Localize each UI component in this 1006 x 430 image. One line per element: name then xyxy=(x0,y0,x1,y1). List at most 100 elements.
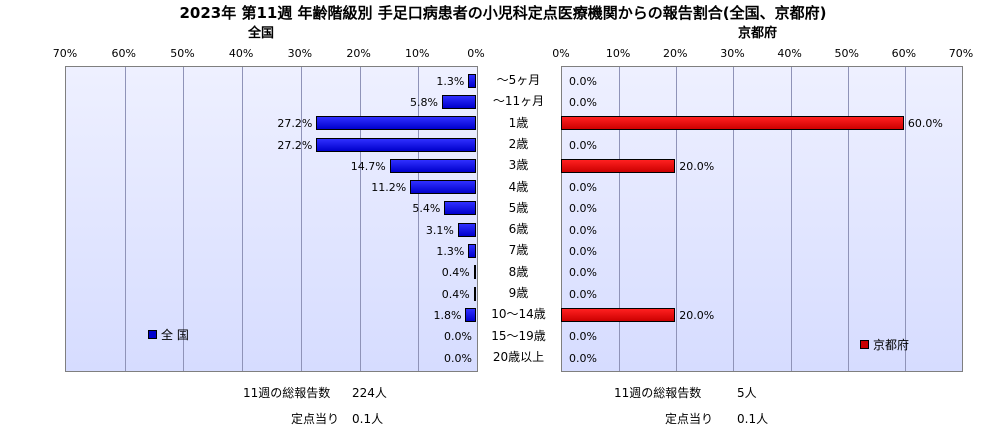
left-value-label: 0.0% xyxy=(444,330,472,344)
category-label: 1歳 xyxy=(508,115,529,130)
left-value-label: 0.4% xyxy=(441,287,470,301)
right-tick-label: 60% xyxy=(891,47,917,60)
left-gridline xyxy=(300,67,302,371)
right-panel-title: 京都府 xyxy=(738,26,778,41)
left-legend: 全 国 xyxy=(148,326,189,343)
right-value-label: 0.0% xyxy=(569,181,597,195)
right-bar xyxy=(561,158,676,173)
right-bar xyxy=(561,116,904,131)
left-bar xyxy=(316,137,476,152)
legend-label-kyoto: 京都府 xyxy=(873,338,910,352)
right-tick-label: 70% xyxy=(948,47,974,60)
left-value-label: 27.2% xyxy=(277,117,313,131)
left-bar xyxy=(444,201,476,216)
left-per-label: 定点当り xyxy=(291,412,340,426)
left-value-label: 3.1% xyxy=(425,223,454,237)
left-value-label: 0.0% xyxy=(444,351,472,365)
legend-swatch-kyoto xyxy=(860,340,869,349)
left-per-value: 0.1人 xyxy=(352,412,384,426)
right-tick-label: 20% xyxy=(663,47,688,60)
legend-swatch-national xyxy=(148,330,157,339)
left-tick-label: 10% xyxy=(405,47,430,60)
right-gridline xyxy=(847,67,849,371)
category-label: 8歳 xyxy=(508,264,529,279)
category-label: 7歳 xyxy=(508,243,529,258)
left-bar xyxy=(473,286,476,301)
right-tick-label: 30% xyxy=(720,47,745,60)
right-value-label: 0.0% xyxy=(569,266,597,280)
category-label: 2歳 xyxy=(508,136,529,151)
right-gridline xyxy=(904,67,906,371)
right-gridline xyxy=(733,67,735,371)
left-bar xyxy=(457,222,476,237)
left-bar xyxy=(468,73,476,88)
right-per-value: 0.1人 xyxy=(737,412,769,426)
right-per-label: 定点当り xyxy=(665,412,714,426)
category-label: 3歳 xyxy=(508,158,529,173)
right-tick-label: 40% xyxy=(777,47,802,60)
left-bar xyxy=(465,307,476,322)
right-gridline xyxy=(790,67,792,371)
left-value-label: 5.4% xyxy=(412,202,441,216)
category-label: 9歳 xyxy=(508,286,529,300)
left-plot-area xyxy=(65,66,478,372)
left-value-label: 0.4% xyxy=(441,266,470,280)
right-value-label: 0.0% xyxy=(569,138,597,152)
left-value-label: 5.8% xyxy=(410,95,438,109)
left-total-value: 224人 xyxy=(352,386,387,400)
right-legend: 京都府 xyxy=(860,336,909,353)
category-label: 5歳 xyxy=(508,200,529,215)
left-gridline xyxy=(418,67,420,371)
right-value-label: 0.0% xyxy=(569,202,597,216)
right-value-label: 0.0% xyxy=(569,245,597,259)
right-gridline xyxy=(619,67,621,371)
category-label: 6歳 xyxy=(508,222,529,237)
right-value-label: 0.0% xyxy=(569,351,597,365)
right-total-label: 11週の総報告数 xyxy=(614,386,702,400)
left-value-label: 1.3% xyxy=(436,245,465,259)
left-tick-label: 20% xyxy=(346,47,371,60)
left-value-label: 1.3% xyxy=(436,74,465,88)
right-value-label: 0.0% xyxy=(569,330,597,344)
left-gridline xyxy=(124,67,126,371)
left-gridline xyxy=(242,67,244,371)
right-value-label: 60.0% xyxy=(907,117,943,131)
left-tick-label: 60% xyxy=(111,47,136,60)
right-value-label: 0.0% xyxy=(569,287,597,301)
category-label: ～11ヶ月 xyxy=(492,94,545,109)
category-label: ～5ヶ月 xyxy=(496,73,541,87)
right-tick-label: 10% xyxy=(605,47,631,60)
right-plot-area xyxy=(561,66,963,372)
category-label: 10～14歳 xyxy=(491,307,546,322)
legend-label-national: 全 国 xyxy=(161,328,189,342)
left-tick-label: 0% xyxy=(467,47,485,60)
left-bar xyxy=(441,94,476,109)
right-gridline xyxy=(676,67,678,371)
right-tick-label: 0% xyxy=(552,47,570,60)
left-value-label: 11.2% xyxy=(371,181,407,195)
right-value-label: 0.0% xyxy=(569,74,597,88)
right-value-label: 20.0% xyxy=(679,159,715,173)
left-tick-label: 40% xyxy=(228,47,254,60)
category-label: 20歳以上 xyxy=(492,349,545,364)
left-bar xyxy=(316,116,476,131)
left-value-label: 27.2% xyxy=(277,138,313,152)
left-value-label: 14.7% xyxy=(350,159,386,173)
left-panel-title: 全国 xyxy=(248,26,275,41)
category-label: 15～19歳 xyxy=(491,328,546,343)
left-bar xyxy=(389,158,476,173)
left-bar xyxy=(473,265,476,280)
right-value-label: 0.0% xyxy=(569,95,597,109)
left-value-label: 1.8% xyxy=(433,308,462,322)
left-bar xyxy=(410,180,476,195)
left-gridline xyxy=(183,67,185,371)
chart-title: 2023年 第11週 年齢階級別 手足口病患者の小児科定点医療機関からの報告割合… xyxy=(179,4,827,22)
left-bar xyxy=(468,244,476,259)
left-tick-label: 70% xyxy=(52,47,78,60)
right-value-label: 0.0% xyxy=(569,223,597,237)
left-total-label: 11週の総報告数 xyxy=(243,386,331,400)
left-gridline xyxy=(359,67,361,371)
category-label: 4歳 xyxy=(508,179,529,194)
left-tick-label: 50% xyxy=(170,47,195,60)
right-bar xyxy=(561,307,676,322)
